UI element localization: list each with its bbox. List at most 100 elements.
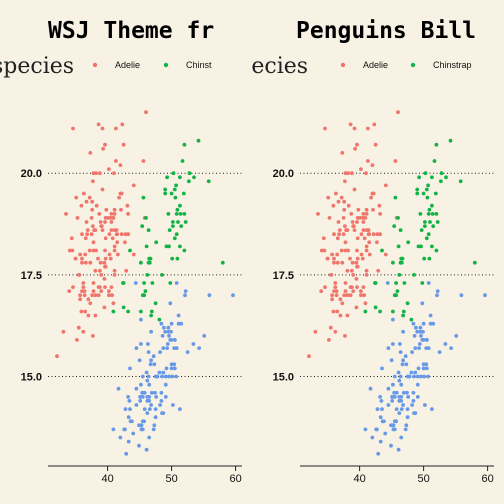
data-point — [338, 313, 343, 318]
data-point — [371, 207, 375, 212]
data-point — [163, 187, 168, 192]
data-point — [74, 195, 79, 200]
data-point — [107, 167, 111, 172]
data-point — [418, 325, 423, 330]
data-point — [112, 244, 117, 249]
data-point — [401, 329, 405, 334]
data-point — [392, 395, 397, 399]
data-point — [337, 228, 342, 233]
data-point — [67, 289, 72, 293]
data-point — [430, 212, 435, 216]
data-point — [389, 423, 393, 428]
data-point — [139, 427, 144, 432]
data-point — [81, 285, 86, 289]
data-point — [202, 334, 207, 338]
legend-title: species — [0, 54, 74, 79]
data-point — [362, 236, 367, 241]
data-point — [142, 281, 147, 285]
data-point — [396, 216, 400, 220]
data-point — [352, 126, 357, 131]
data-point — [348, 293, 353, 298]
data-point — [394, 281, 398, 285]
data-point — [144, 110, 148, 115]
data-point — [103, 256, 108, 261]
data-point — [97, 212, 102, 216]
data-point — [325, 256, 330, 261]
data-point — [483, 293, 487, 298]
data-point — [348, 256, 352, 261]
data-point — [144, 370, 149, 375]
x-tick-label: 50 — [165, 473, 177, 485]
data-point — [343, 240, 348, 245]
data-point — [375, 240, 379, 245]
data-point — [110, 236, 115, 241]
data-point — [79, 309, 84, 314]
data-point — [144, 447, 149, 452]
data-point — [399, 395, 404, 399]
data-point — [321, 236, 326, 241]
data-point — [117, 195, 121, 200]
data-point — [100, 187, 105, 192]
data-point — [373, 305, 378, 310]
data-point — [341, 216, 346, 220]
data-point — [330, 297, 334, 302]
data-point — [417, 175, 421, 180]
data-point — [93, 293, 98, 298]
data-point — [371, 232, 376, 237]
data-point — [412, 334, 417, 338]
data-point — [346, 203, 351, 208]
data-point — [86, 313, 91, 318]
data-point — [386, 346, 391, 350]
data-point — [98, 171, 102, 176]
data-point — [103, 236, 108, 241]
data-point — [149, 313, 154, 318]
data-point — [375, 427, 379, 432]
data-point — [119, 207, 123, 212]
data-point — [364, 228, 369, 233]
data-point — [332, 232, 336, 237]
data-point — [394, 390, 399, 395]
data-point — [86, 297, 91, 302]
data-point — [93, 268, 98, 273]
data-point — [424, 346, 429, 350]
legend-marker — [340, 62, 346, 68]
data-point — [154, 395, 159, 399]
data-point — [146, 260, 151, 265]
data-point — [340, 260, 345, 265]
series-gentoo — [111, 281, 235, 456]
data-point — [91, 334, 95, 338]
data-point — [130, 419, 134, 424]
legend-marker — [163, 62, 169, 68]
data-point — [182, 248, 187, 253]
data-point — [103, 216, 108, 220]
data-point — [346, 248, 350, 253]
data-point — [178, 175, 182, 180]
data-point — [410, 403, 414, 407]
data-point — [150, 281, 155, 285]
data-point — [396, 110, 400, 115]
data-point — [107, 232, 112, 237]
data-point — [380, 366, 384, 371]
data-point — [412, 411, 416, 415]
data-point — [351, 273, 356, 277]
data-point — [328, 325, 333, 330]
data-point — [100, 228, 105, 233]
data-point — [428, 220, 432, 224]
data-point — [336, 199, 341, 204]
data-point — [419, 374, 423, 379]
data-point — [107, 252, 112, 257]
data-point — [109, 228, 114, 233]
data-point — [335, 309, 340, 314]
data-point — [125, 203, 130, 208]
data-point — [168, 301, 173, 306]
data-point — [368, 386, 373, 391]
data-point — [431, 321, 436, 326]
data-point — [111, 427, 116, 432]
data-point — [206, 179, 211, 184]
data-point — [160, 411, 164, 415]
data-point — [146, 374, 151, 379]
data-point — [174, 183, 179, 188]
chart-panel-right: Penguins Bill species Adelie Chinstrap 15.0 1… — [252, 0, 504, 504]
data-point — [369, 195, 373, 200]
data-point — [327, 216, 332, 220]
